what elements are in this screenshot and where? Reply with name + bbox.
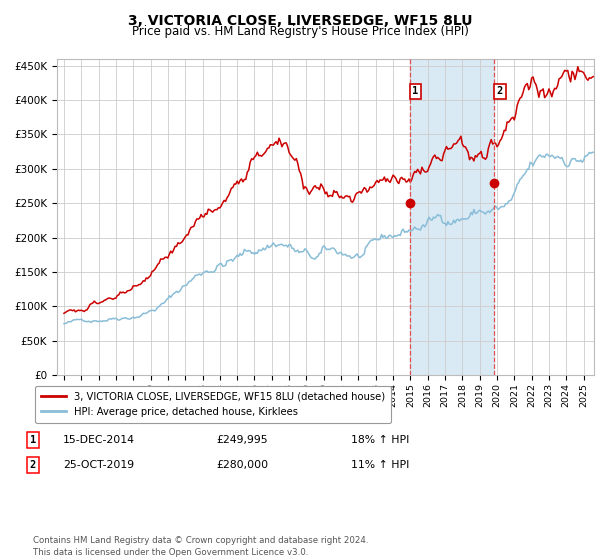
Text: Price paid vs. HM Land Registry's House Price Index (HPI): Price paid vs. HM Land Registry's House … bbox=[131, 25, 469, 38]
Text: 2: 2 bbox=[497, 86, 503, 96]
Text: £249,995: £249,995 bbox=[216, 435, 268, 445]
Text: £280,000: £280,000 bbox=[216, 460, 268, 470]
Text: 11% ↑ HPI: 11% ↑ HPI bbox=[351, 460, 409, 470]
Text: 1: 1 bbox=[412, 86, 419, 96]
Legend: 3, VICTORIA CLOSE, LIVERSEDGE, WF15 8LU (detached house), HPI: Average price, de: 3, VICTORIA CLOSE, LIVERSEDGE, WF15 8LU … bbox=[35, 386, 391, 423]
Text: 1: 1 bbox=[30, 435, 36, 445]
Text: Contains HM Land Registry data © Crown copyright and database right 2024.
This d: Contains HM Land Registry data © Crown c… bbox=[33, 536, 368, 557]
Text: 2: 2 bbox=[30, 460, 36, 470]
Bar bbox=[410, 59, 494, 375]
Text: 3, VICTORIA CLOSE, LIVERSEDGE, WF15 8LU: 3, VICTORIA CLOSE, LIVERSEDGE, WF15 8LU bbox=[128, 14, 472, 28]
Text: 18% ↑ HPI: 18% ↑ HPI bbox=[351, 435, 409, 445]
Text: 25-OCT-2019: 25-OCT-2019 bbox=[63, 460, 134, 470]
Text: 15-DEC-2014: 15-DEC-2014 bbox=[63, 435, 135, 445]
